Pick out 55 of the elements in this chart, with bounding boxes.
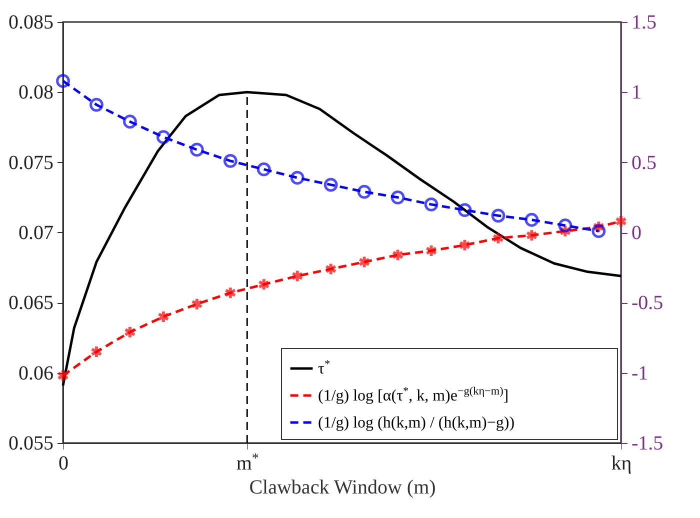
point — [614, 214, 628, 228]
point — [558, 218, 572, 232]
point — [425, 244, 438, 258]
x-tick-label: kη — [611, 452, 632, 474]
y-tick-label: 0.07 — [18, 222, 54, 244]
point — [258, 278, 270, 292]
y2-tick-label: 0 — [632, 222, 642, 244]
point — [56, 368, 70, 382]
point — [424, 197, 438, 212]
y-tick-label: 0.065 — [8, 292, 54, 314]
point — [256, 162, 271, 176]
y-tick-label: 0.075 — [8, 152, 54, 174]
point — [390, 190, 405, 204]
point — [223, 154, 238, 168]
point — [123, 114, 137, 129]
point — [324, 178, 338, 192]
y-tick-label: 0.08 — [18, 82, 54, 104]
x-tick-label: 0 — [58, 452, 68, 474]
point — [224, 286, 236, 300]
legend-label: τ$^{*}$ — [318, 358, 330, 378]
y2-tick-label: 0.5 — [632, 152, 656, 174]
point — [290, 170, 304, 185]
y-tick-label: 0.055 — [8, 432, 54, 454]
point — [492, 231, 504, 245]
point — [56, 74, 70, 88]
x-axis-title: Clawback Window (m) — [249, 476, 436, 498]
point — [190, 142, 204, 157]
line-series — [62, 90, 622, 387]
point — [491, 208, 506, 223]
point — [526, 228, 538, 242]
y2-tick-label: -1.5 — [632, 432, 664, 454]
point — [358, 255, 370, 269]
point — [458, 203, 472, 217]
point — [592, 224, 606, 238]
point — [524, 212, 539, 227]
point — [124, 325, 136, 339]
y2-tick-label: 1.5 — [632, 12, 656, 34]
point — [324, 262, 337, 276]
y-tick-label: 0.085 — [8, 12, 54, 34]
point — [458, 238, 471, 252]
y-tick-label: 0.06 — [18, 362, 54, 384]
y2-tick-label: 1 — [632, 82, 642, 104]
x-tick-label: m$^{*}$ — [236, 451, 259, 474]
legend-label: (1/g) log (h(k,m) / (h(k,m)−g)) — [318, 414, 515, 432]
point — [157, 310, 170, 324]
legend-label: (1/g) log [α(τ$^{*}$, k, m)e$^{−g(kη−m)}$] — [318, 386, 509, 404]
point — [357, 184, 372, 199]
point — [291, 269, 304, 283]
point — [190, 297, 203, 311]
point — [392, 248, 404, 262]
y2-tick-label: -0.5 — [632, 292, 664, 314]
y2-tick-label: -1 — [632, 362, 648, 384]
point — [90, 98, 104, 112]
point — [156, 130, 170, 144]
point — [90, 345, 103, 359]
